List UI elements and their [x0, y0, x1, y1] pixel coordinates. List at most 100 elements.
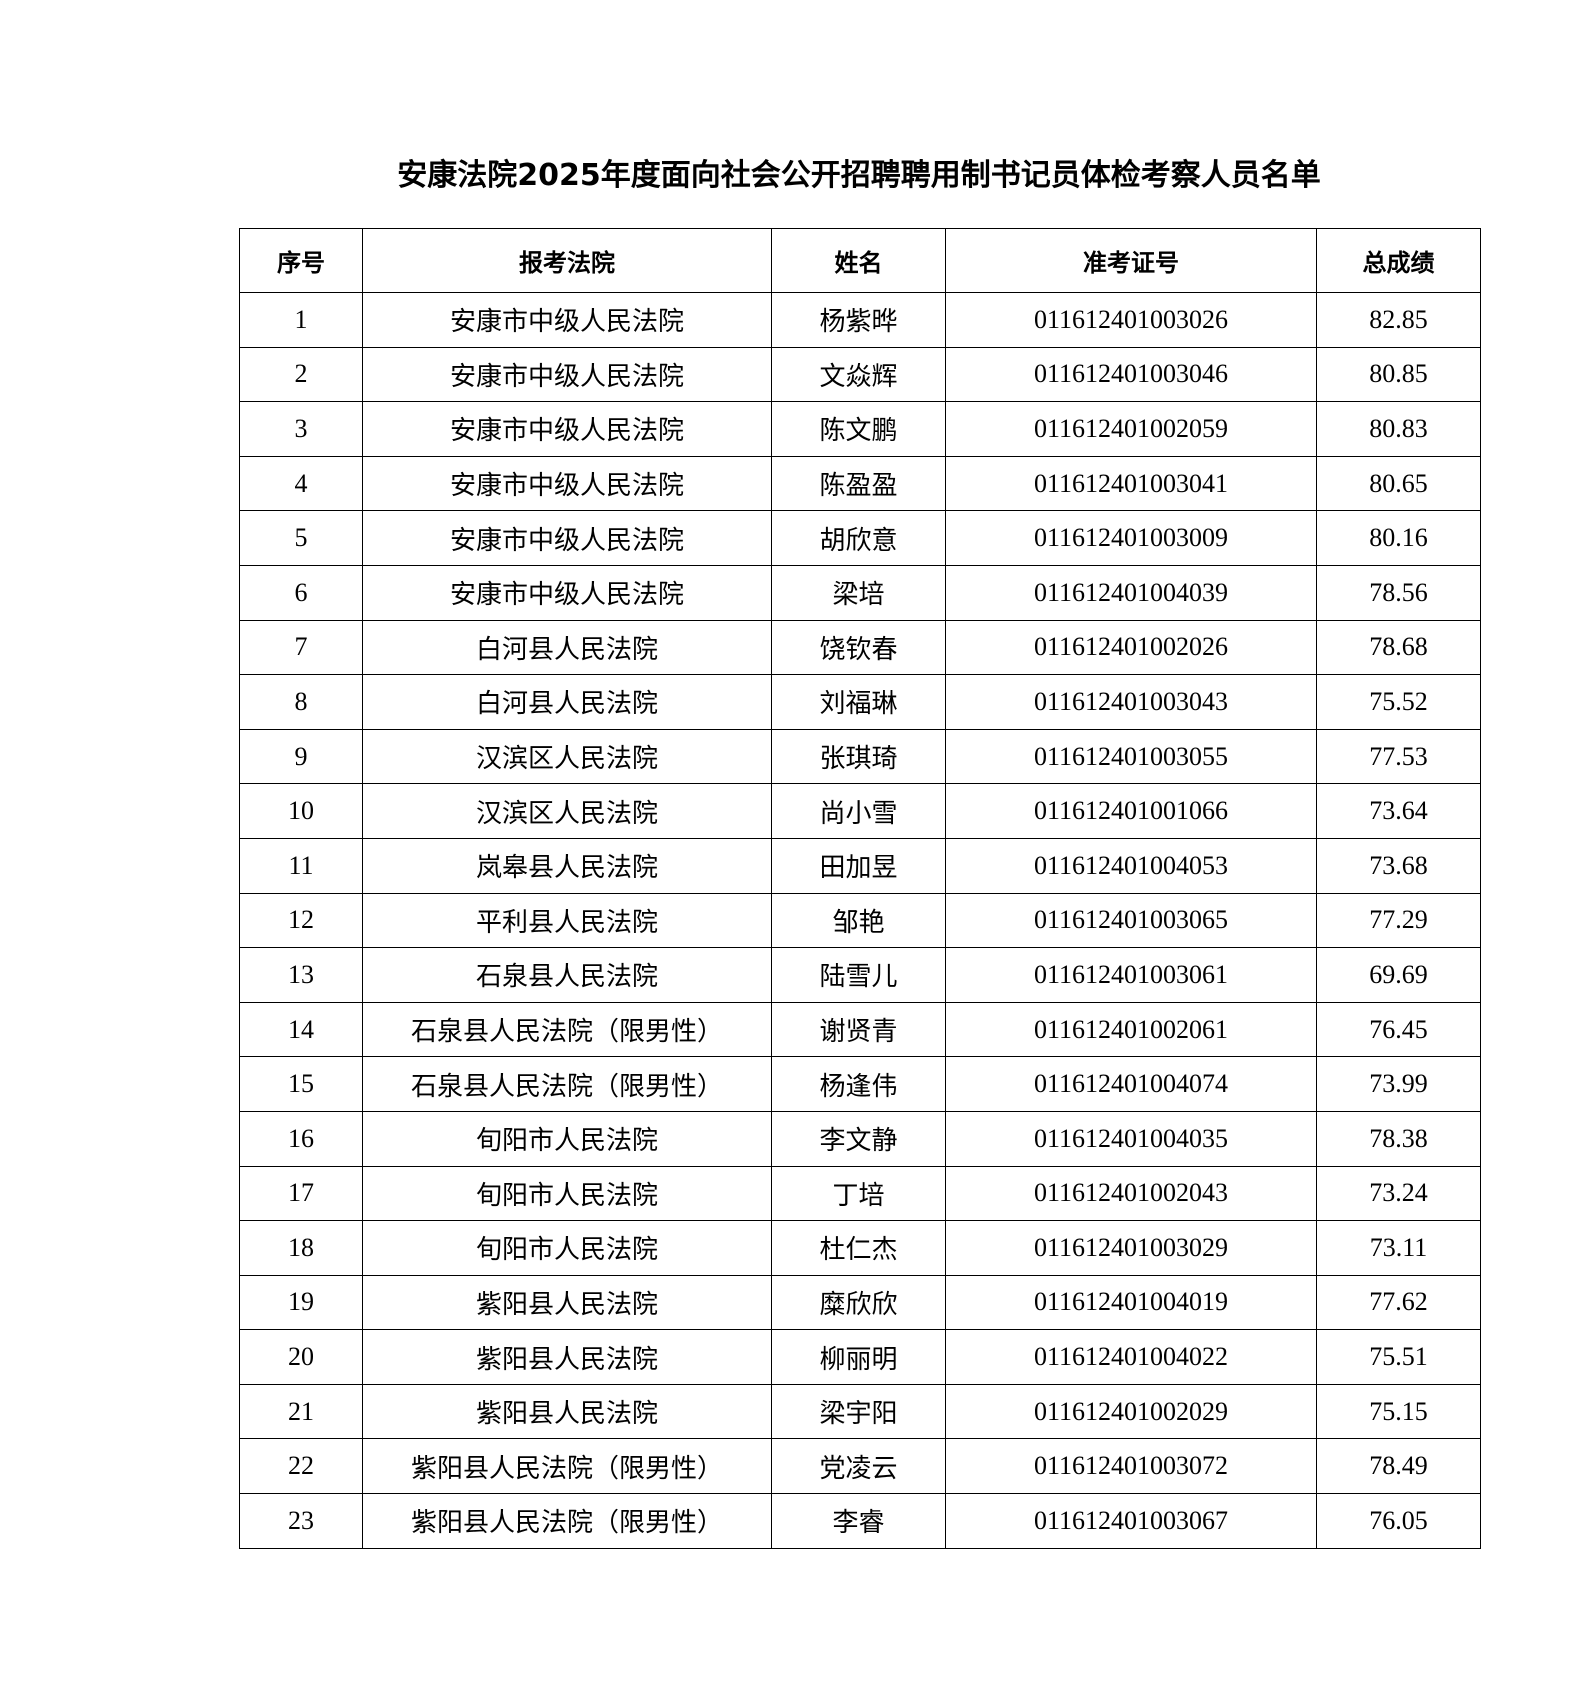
cell-exam-number: 011612401002029	[945, 1383, 1317, 1440]
cell-court: 平利县人民法院	[362, 892, 772, 949]
cell-name: 陈文鹏	[771, 401, 946, 457]
cell-total-score: 80.16	[1316, 510, 1481, 566]
cell-total-score: 80.85	[1316, 346, 1481, 403]
cell-index: 20	[239, 1329, 363, 1385]
cell-exam-number: 011612401004022	[945, 1329, 1317, 1385]
cell-total-score: 73.24	[1316, 1165, 1481, 1222]
cell-index: 6	[239, 564, 363, 621]
cell-exam-number: 011612401002061	[945, 1001, 1317, 1058]
cell-index: 2	[239, 346, 363, 403]
cell-court: 安康市中级人民法院	[362, 564, 772, 621]
cell-index: 10	[239, 783, 363, 839]
cell-exam-number: 011612401003055	[945, 728, 1317, 785]
cell-index: 9	[239, 728, 363, 785]
cell-name: 田加昱	[771, 837, 946, 894]
table-row: 15 石泉县人民法院（限男性） 杨逢伟 011612401004074 73.99	[239, 1056, 1481, 1112]
cell-index: 15	[239, 1056, 363, 1112]
table-row: 11 岚皋县人民法院 田加昱 011612401004053 73.68	[239, 837, 1481, 894]
cell-total-score: 78.56	[1316, 564, 1481, 621]
table-row: 2 安康市中级人民法院 文焱辉 011612401003046 80.85	[239, 346, 1481, 403]
table-row: 19 紫阳县人民法院 糜欣欣 011612401004019 77.62	[239, 1274, 1481, 1331]
table-row: 6 安康市中级人民法院 梁培 011612401004039 78.56	[239, 564, 1481, 621]
document-title: 安康法院2025年度面向社会公开招聘聘用制书记员体检考察人员名单	[397, 158, 1321, 193]
cell-name: 李睿	[771, 1493, 946, 1549]
cell-total-score: 76.05	[1316, 1493, 1481, 1549]
table-row: 17 旬阳市人民法院 丁培 011612401002043 73.24	[239, 1165, 1481, 1222]
cell-index: 3	[239, 401, 363, 457]
cell-exam-number: 011612401003046	[945, 346, 1317, 403]
table-row: 10 汉滨区人民法院 尚小雪 011612401001066 73.64	[239, 783, 1481, 839]
cell-exam-number: 011612401003072	[945, 1438, 1317, 1495]
header-index: 序号	[239, 228, 363, 293]
cell-name: 刘福琳	[771, 674, 946, 730]
cell-court: 紫阳县人民法院	[362, 1274, 772, 1331]
cell-name: 邹艳	[771, 892, 946, 949]
cell-index: 18	[239, 1220, 363, 1276]
table-row: 8 白河县人民法院 刘福琳 011612401003043 75.52	[239, 674, 1481, 730]
cell-court: 安康市中级人民法院	[362, 346, 772, 403]
cell-name: 李文静	[771, 1110, 946, 1167]
header-exam-number: 准考证号	[945, 228, 1317, 293]
table-row: 23 紫阳县人民法院（限男性） 李睿 011612401003067 76.05	[239, 1493, 1481, 1549]
cell-total-score: 69.69	[1316, 947, 1481, 1003]
table-row: 16 旬阳市人民法院 李文静 011612401004035 78.38	[239, 1110, 1481, 1167]
candidate-table: 序号 报考法院 姓名 准考证号 总成绩 1 安康市中级人民法院 杨紫晔 0116124…	[239, 228, 1481, 1549]
cell-total-score: 80.65	[1316, 455, 1481, 512]
cell-exam-number: 011612401003043	[945, 674, 1317, 730]
cell-name: 党凌云	[771, 1438, 946, 1495]
table-row: 14 石泉县人民法院（限男性） 谢贤青 011612401002061 76.45	[239, 1001, 1481, 1058]
cell-index: 21	[239, 1383, 363, 1440]
cell-court: 白河县人民法院	[362, 619, 772, 676]
cell-index: 1	[239, 292, 363, 348]
cell-total-score: 78.49	[1316, 1438, 1481, 1495]
cell-name: 杨紫晔	[771, 292, 946, 348]
cell-index: 4	[239, 455, 363, 512]
cell-name: 胡欣意	[771, 510, 946, 566]
cell-index: 11	[239, 837, 363, 894]
table-row: 20 紫阳县人民法院 柳丽明 011612401004022 75.51	[239, 1329, 1481, 1385]
cell-name: 陆雪儿	[771, 947, 946, 1003]
cell-total-score: 73.99	[1316, 1056, 1481, 1112]
cell-exam-number: 011612401002026	[945, 619, 1317, 676]
table-row: 9 汉滨区人民法院 张琪琦 011612401003055 77.53	[239, 728, 1481, 785]
cell-court: 安康市中级人民法院	[362, 455, 772, 512]
cell-total-score: 75.15	[1316, 1383, 1481, 1440]
cell-court: 紫阳县人民法院	[362, 1329, 772, 1385]
table-row: 3 安康市中级人民法院 陈文鹏 011612401002059 80.83	[239, 401, 1481, 457]
cell-name: 张琪琦	[771, 728, 946, 785]
table-row: 21 紫阳县人民法院 梁宇阳 011612401002029 75.15	[239, 1383, 1481, 1440]
cell-name: 陈盈盈	[771, 455, 946, 512]
cell-court: 安康市中级人民法院	[362, 292, 772, 348]
cell-court: 旬阳市人民法院	[362, 1165, 772, 1222]
cell-total-score: 82.85	[1316, 292, 1481, 348]
table-row: 7 白河县人民法院 饶钦春 011612401002026 78.68	[239, 619, 1481, 676]
cell-total-score: 75.51	[1316, 1329, 1481, 1385]
cell-exam-number: 011612401004074	[945, 1056, 1317, 1112]
cell-court: 岚皋县人民法院	[362, 837, 772, 894]
cell-exam-number: 011612401003029	[945, 1220, 1317, 1276]
cell-index: 17	[239, 1165, 363, 1222]
cell-name: 丁培	[771, 1165, 946, 1222]
table-row: 12 平利县人民法院 邹艳 011612401003065 77.29	[239, 892, 1481, 949]
table-row: 5 安康市中级人民法院 胡欣意 011612401003009 80.16	[239, 510, 1481, 566]
cell-court: 汉滨区人民法院	[362, 728, 772, 785]
cell-name: 梁宇阳	[771, 1383, 946, 1440]
cell-name: 杨逢伟	[771, 1056, 946, 1112]
table-row: 4 安康市中级人民法院 陈盈盈 011612401003041 80.65	[239, 455, 1481, 512]
cell-total-score: 75.52	[1316, 674, 1481, 730]
cell-exam-number: 011612401003061	[945, 947, 1317, 1003]
cell-court: 旬阳市人民法院	[362, 1220, 772, 1276]
cell-index: 8	[239, 674, 363, 730]
cell-index: 5	[239, 510, 363, 566]
cell-exam-number: 011612401004035	[945, 1110, 1317, 1167]
cell-exam-number: 011612401003009	[945, 510, 1317, 566]
cell-total-score: 78.68	[1316, 619, 1481, 676]
cell-total-score: 76.45	[1316, 1001, 1481, 1058]
cell-exam-number: 011612401004053	[945, 837, 1317, 894]
header-name: 姓名	[771, 228, 946, 293]
cell-exam-number: 011612401003026	[945, 292, 1317, 348]
cell-court: 紫阳县人民法院	[362, 1383, 772, 1440]
cell-index: 7	[239, 619, 363, 676]
cell-court: 汉滨区人民法院	[362, 783, 772, 839]
cell-name: 饶钦春	[771, 619, 946, 676]
